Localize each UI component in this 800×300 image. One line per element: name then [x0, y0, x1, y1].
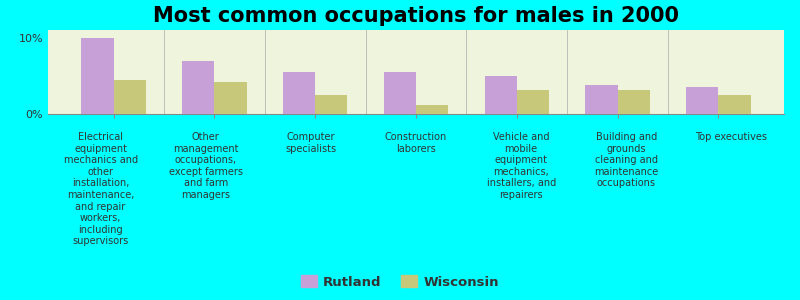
Bar: [586, 85, 618, 114]
Text: Top executives: Top executives: [695, 132, 767, 142]
Text: Vehicle and
mobile
equipment
mechanics,
installers, and
repairers: Vehicle and mobile equipment mechanics, …: [486, 132, 556, 200]
Text: Electrical
equipment
mechanics and
other
installation,
maintenance,
and repair
w: Electrical equipment mechanics and other…: [63, 132, 138, 246]
Bar: [384, 72, 416, 114]
Text: Construction
laborers: Construction laborers: [385, 132, 447, 154]
Bar: [182, 61, 214, 114]
Bar: [416, 105, 448, 114]
Bar: [718, 95, 750, 114]
Bar: [214, 82, 246, 114]
Bar: [315, 95, 347, 114]
Legend: Rutland, Wisconsin: Rutland, Wisconsin: [297, 271, 503, 293]
Bar: [686, 87, 718, 114]
Bar: [283, 72, 315, 114]
Text: Other
management
occupations,
except farmers
and farm
managers: Other management occupations, except far…: [169, 132, 242, 200]
Bar: [485, 76, 517, 114]
Bar: [618, 90, 650, 114]
Bar: [517, 90, 549, 114]
Text: Building and
grounds
cleaning and
maintenance
occupations: Building and grounds cleaning and mainte…: [594, 132, 658, 188]
Text: Computer
specialists: Computer specialists: [286, 132, 337, 154]
Title: Most common occupations for males in 2000: Most common occupations for males in 200…: [153, 6, 679, 26]
Bar: [82, 38, 114, 114]
Bar: [114, 80, 146, 114]
